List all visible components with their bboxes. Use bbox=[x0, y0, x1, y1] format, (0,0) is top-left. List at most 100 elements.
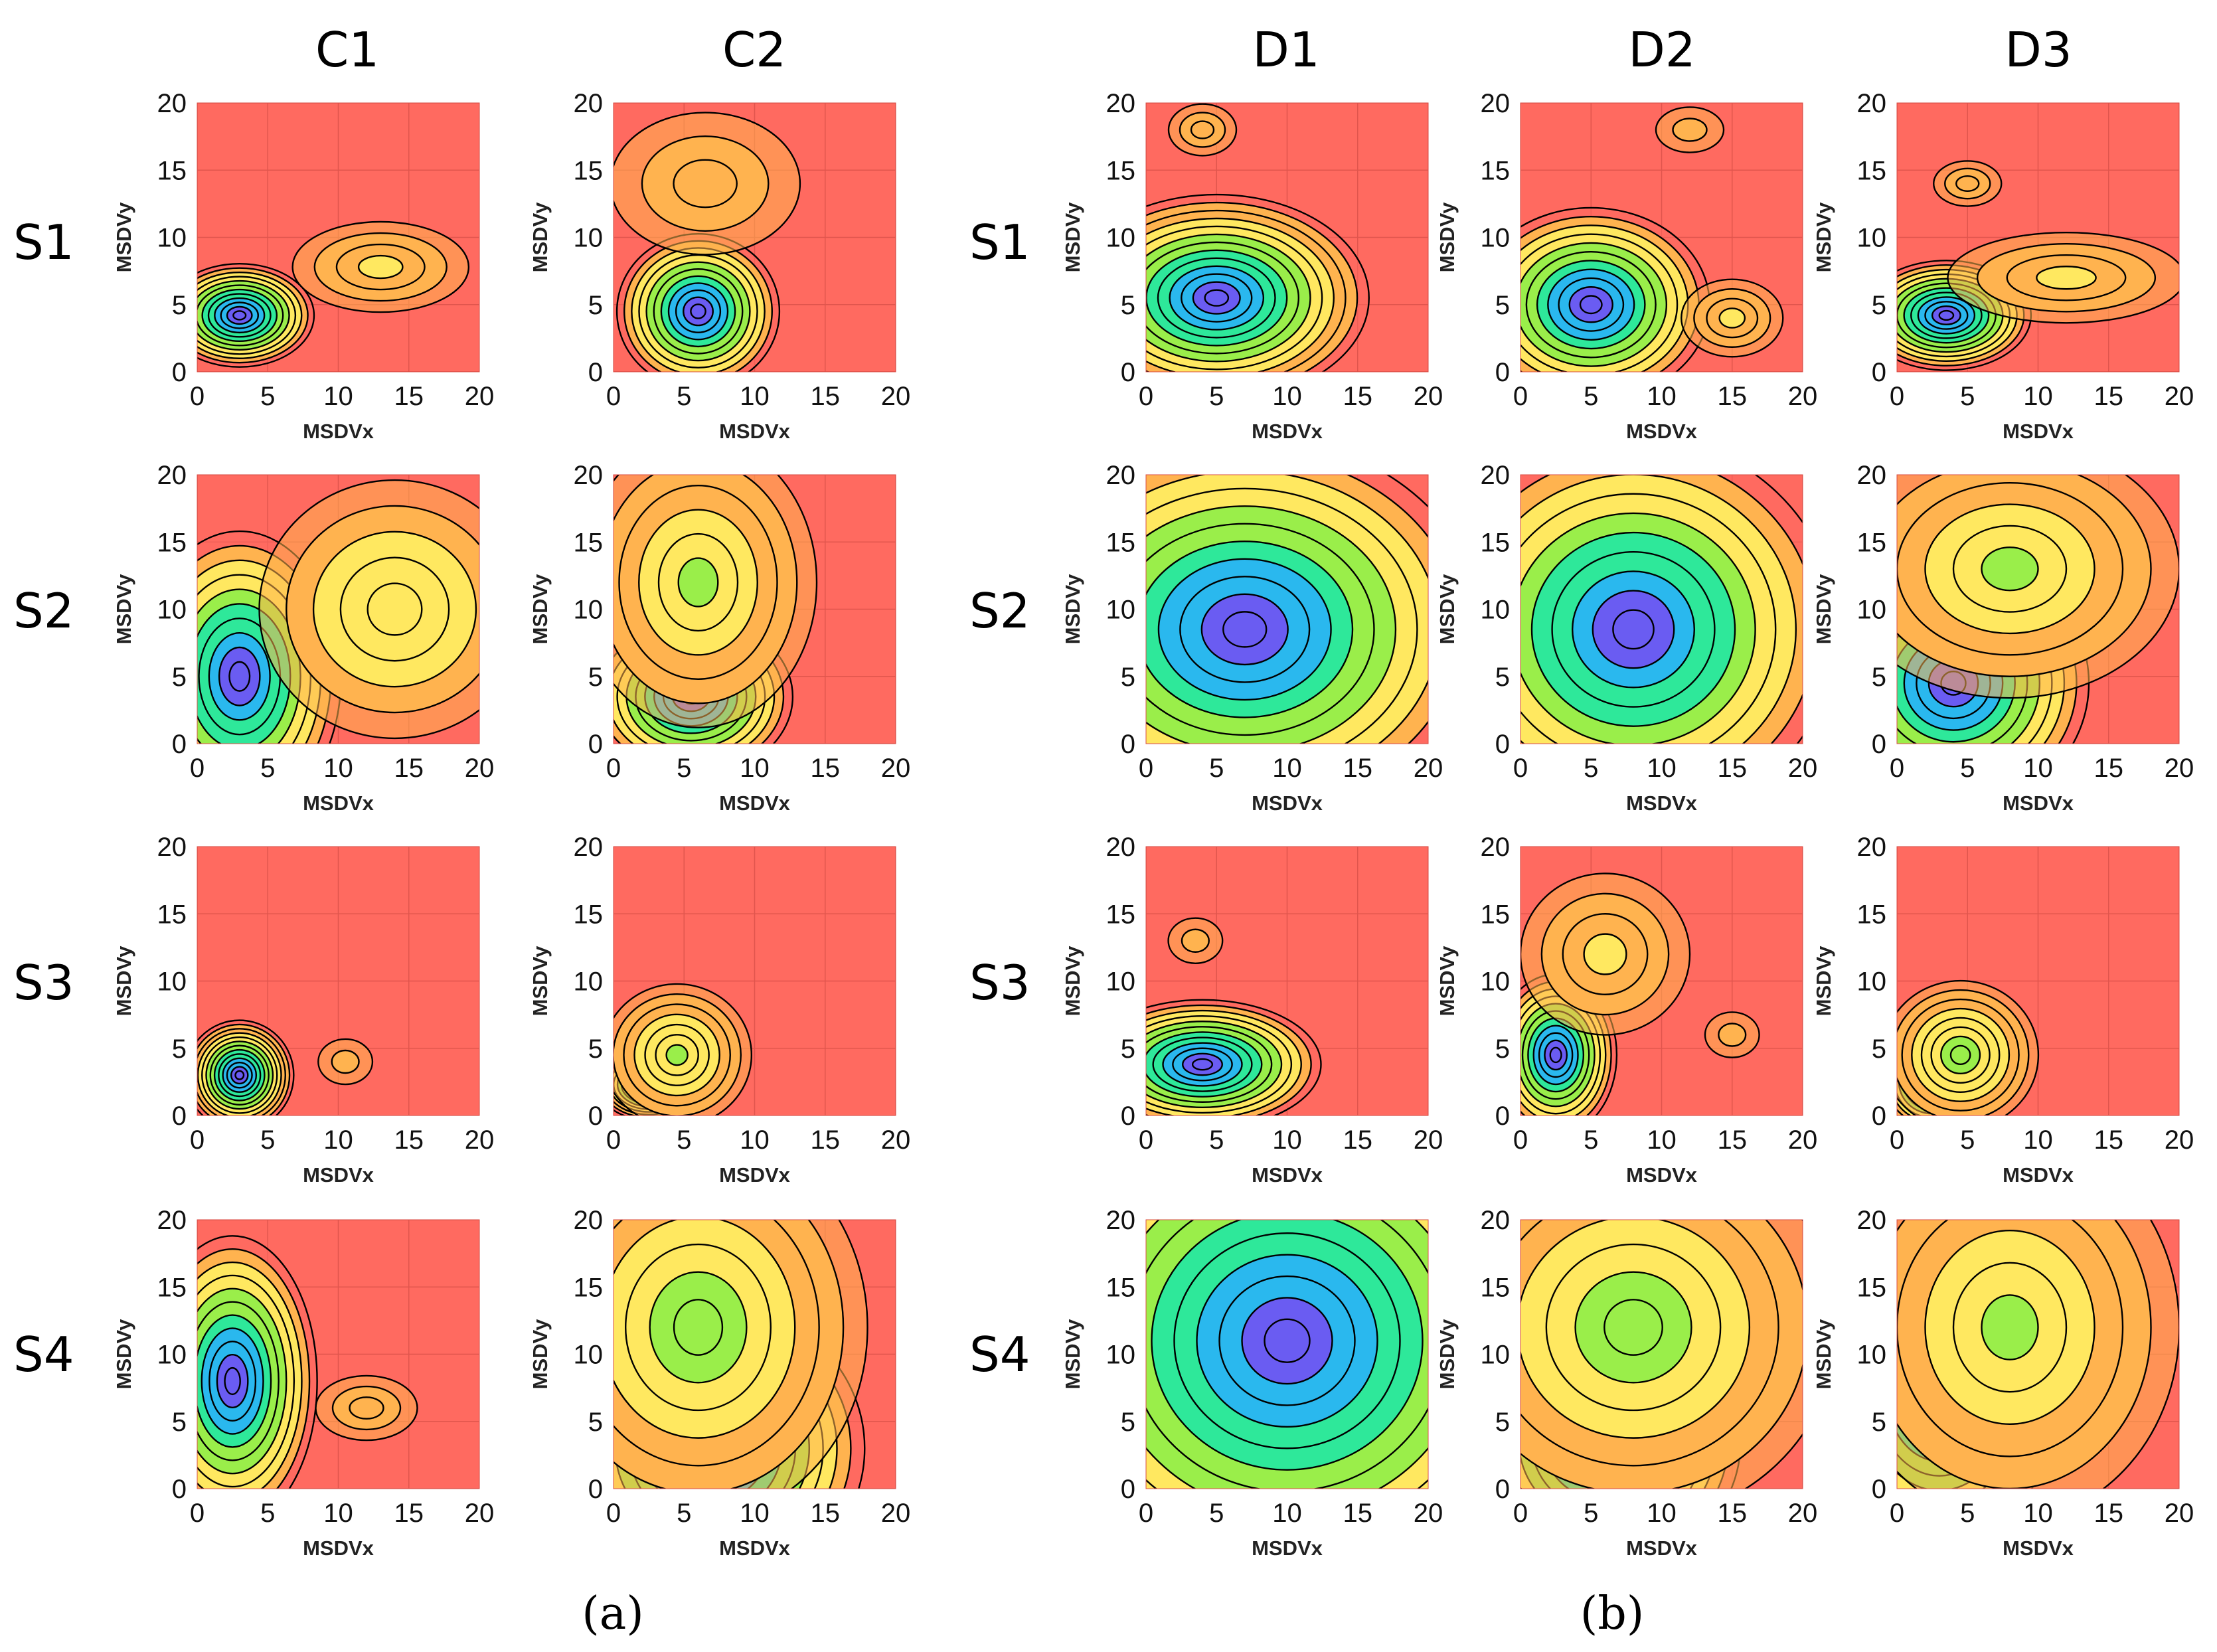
y-tick-label: 0 bbox=[172, 730, 187, 759]
x-tick-label: 15 bbox=[1718, 1499, 1748, 1528]
y-axis-label: MSDVy bbox=[1061, 1319, 1084, 1389]
y-tick-label: 15 bbox=[574, 156, 604, 185]
x-tick-label: 0 bbox=[1513, 1499, 1528, 1528]
x-tick-label: 10 bbox=[1272, 1125, 1302, 1155]
density-contours bbox=[614, 475, 896, 744]
x-axis-label: MSDVx bbox=[1252, 791, 1323, 815]
x-tick-label: 0 bbox=[1139, 382, 1153, 411]
panel-s3-d1: 0 5 10 15 20 0 5 10 15 20 MSDVx MSDVy bbox=[1061, 833, 1443, 1187]
x-axis-label: MSDVx bbox=[1626, 1536, 1698, 1560]
contour-level-10 bbox=[1612, 609, 1655, 650]
contour-level-2 bbox=[1718, 1023, 1747, 1047]
contour-level-12 bbox=[1264, 1318, 1311, 1363]
y-tick-label: 0 bbox=[1495, 730, 1510, 759]
y-axis-label: MSDVy bbox=[1061, 946, 1084, 1016]
x-tick-label: 5 bbox=[1584, 1125, 1598, 1155]
plot-frame bbox=[613, 846, 896, 1116]
x-tick-label: 10 bbox=[740, 754, 770, 783]
x-axis-label: MSDVx bbox=[303, 1163, 374, 1187]
contour-level-6 bbox=[1981, 546, 2039, 592]
x-tick-label: 5 bbox=[260, 1125, 275, 1155]
y-axis-label: MSDVy bbox=[529, 574, 552, 644]
x-tick-label: 5 bbox=[260, 754, 275, 783]
x-tick-label: 10 bbox=[1647, 382, 1677, 411]
y-tick-label: 10 bbox=[1481, 596, 1511, 625]
contour-level-4 bbox=[357, 254, 404, 280]
y-axis-label: MSDVy bbox=[112, 1319, 135, 1389]
plot-frame bbox=[1145, 474, 1429, 744]
y-tick-label: 15 bbox=[1481, 1273, 1511, 1302]
plot-frame bbox=[197, 102, 480, 372]
x-tick-label: 20 bbox=[465, 754, 495, 783]
x-tick-label: 10 bbox=[323, 754, 353, 783]
y-axis-label: MSDVy bbox=[529, 202, 552, 272]
y-tick-label: 5 bbox=[1121, 1034, 1135, 1064]
density-contours bbox=[1520, 1220, 1803, 1489]
x-tick-label: 5 bbox=[677, 1499, 691, 1528]
y-tick-label: 20 bbox=[1481, 833, 1511, 862]
plot-frame bbox=[197, 474, 480, 744]
panel-s1-c1: 0 5 10 15 20 0 5 10 15 20 MSDVx MSDVy bbox=[112, 89, 494, 443]
y-tick-label: 0 bbox=[172, 1475, 187, 1504]
x-tick-label: 10 bbox=[323, 1499, 353, 1528]
y-axis-label: MSDVy bbox=[529, 1319, 552, 1389]
x-tick-label: 15 bbox=[811, 1499, 841, 1528]
x-tick-label: 0 bbox=[1890, 754, 1904, 783]
contour-level-5 bbox=[367, 582, 423, 636]
row-header-s2-left: S2 bbox=[13, 583, 74, 639]
x-tick-label: 20 bbox=[1414, 382, 1443, 411]
x-tick-label: 5 bbox=[1209, 1499, 1224, 1528]
x-tick-label: 20 bbox=[465, 1125, 495, 1155]
contour-level-2 bbox=[1672, 118, 1708, 142]
contour-level-12 bbox=[1191, 1058, 1214, 1071]
y-tick-label: 15 bbox=[1857, 900, 1887, 929]
y-tick-label: 5 bbox=[1495, 1034, 1510, 1064]
x-tick-label: 10 bbox=[1647, 754, 1677, 783]
y-tick-label: 20 bbox=[157, 833, 187, 862]
x-tick-label: 5 bbox=[1960, 1499, 1975, 1528]
row-header-s3-right: S3 bbox=[969, 955, 1030, 1011]
density-contours bbox=[1897, 1220, 2179, 1489]
density-contours bbox=[197, 103, 479, 372]
contour-level-10 bbox=[228, 661, 251, 692]
y-tick-label: 20 bbox=[1481, 461, 1511, 490]
y-tick-label: 5 bbox=[1495, 291, 1510, 320]
x-tick-label: 5 bbox=[1584, 754, 1598, 783]
y-tick-label: 15 bbox=[157, 528, 187, 557]
y-tick-label: 20 bbox=[574, 89, 604, 118]
y-axis-label: MSDVy bbox=[1061, 574, 1084, 644]
contour-level-7 bbox=[1603, 1299, 1663, 1356]
x-axis-label: MSDVx bbox=[303, 420, 374, 443]
y-tick-label: 20 bbox=[1106, 89, 1136, 118]
panel-s3-c2: 0 5 10 15 20 0 5 10 15 20 MSDVx MSDVy bbox=[529, 833, 910, 1187]
panels: 0 5 10 15 20 0 5 10 15 20 MSDVx MSDVy 0 5 10 15 20 0 5 10 15… bbox=[112, 89, 2194, 1560]
y-tick-label: 20 bbox=[1106, 1206, 1136, 1235]
panel-s1-d2: 0 5 10 15 20 0 5 10 15 20 MSDVx MSDVy bbox=[1436, 89, 1817, 443]
density-contours bbox=[197, 847, 479, 1115]
plot-frame bbox=[1520, 102, 1803, 372]
x-tick-label: 15 bbox=[1343, 382, 1373, 411]
row-header-s3-left: S3 bbox=[13, 955, 74, 1011]
y-tick-label: 5 bbox=[172, 663, 187, 692]
x-tick-label: 5 bbox=[1209, 1125, 1224, 1155]
panel-s2-d2: 0 5 10 15 20 0 5 10 15 20 MSDVx MSDVy bbox=[1436, 461, 1817, 815]
density-contours bbox=[197, 1220, 479, 1489]
x-tick-label: 0 bbox=[1139, 1125, 1153, 1155]
y-tick-label: 20 bbox=[157, 461, 187, 490]
column-header-d1: D1 bbox=[1252, 22, 1319, 78]
x-tick-label: 20 bbox=[881, 382, 911, 411]
x-tick-label: 10 bbox=[323, 1125, 353, 1155]
column-header-d2: D2 bbox=[1628, 22, 1695, 78]
plot-frame bbox=[1145, 846, 1429, 1116]
x-tick-label: 0 bbox=[1513, 382, 1528, 411]
x-tick-label: 10 bbox=[740, 1499, 770, 1528]
y-tick-label: 0 bbox=[588, 1102, 603, 1131]
x-tick-label: 10 bbox=[2023, 1125, 2053, 1155]
plot-frame bbox=[613, 102, 896, 372]
panel-s4-d3: 0 5 10 15 20 0 5 10 15 20 MSDVx MSDVy bbox=[1812, 1206, 2194, 1560]
column-header-d3: D3 bbox=[2005, 22, 2072, 78]
x-tick-label: 15 bbox=[1343, 1499, 1373, 1528]
contour-level-3 bbox=[349, 1396, 384, 1420]
x-axis-label: MSDVx bbox=[1252, 420, 1323, 443]
y-axis-label: MSDVy bbox=[1436, 202, 1459, 272]
